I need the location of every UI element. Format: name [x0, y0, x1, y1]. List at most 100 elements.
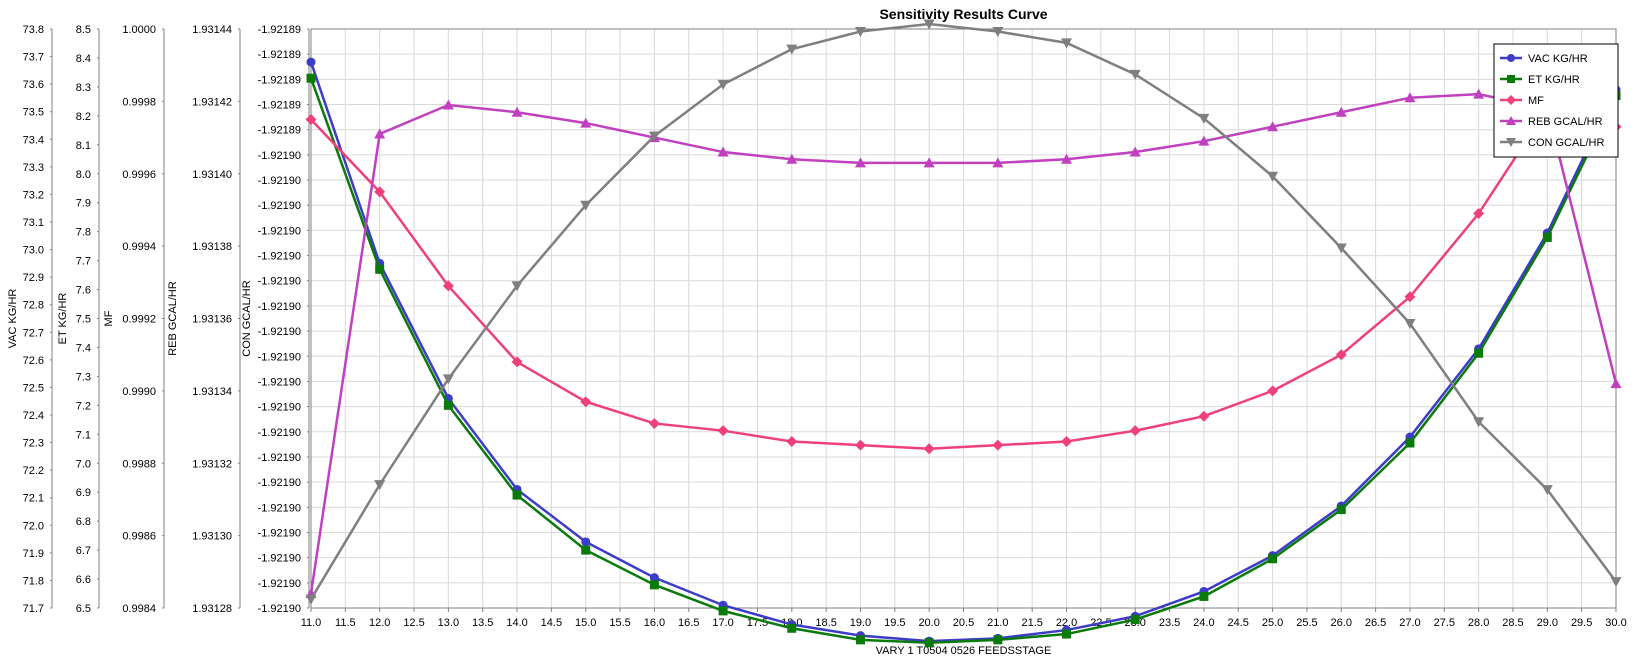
data-point [1061, 38, 1073, 49]
y-tick-label: 72.4 [23, 410, 44, 422]
y-tick-label: 1.93136 [192, 314, 232, 326]
y-axis-title: MF [103, 310, 115, 326]
y-tick-label: -1.92189 [258, 74, 301, 86]
data-point [306, 57, 316, 67]
legend-marker [1506, 95, 1516, 105]
x-tick-label: 25.5 [1296, 617, 1317, 629]
legend[interactable]: VAC KG/HR ET KG/HR MF REB GCAL/HR CON GCAL/H… [1493, 43, 1619, 158]
data-point [374, 186, 386, 198]
data-point [1199, 591, 1209, 601]
data-point [717, 146, 729, 157]
y-tick-label: 73.4 [23, 134, 44, 146]
legend-item-con-gcal-hr[interactable]: CON GCAL/HR [1500, 137, 1604, 149]
legend-item-reb-gcal-hr[interactable]: REB GCAL/HR [1500, 116, 1603, 128]
x-tick-label: 14.0 [506, 617, 527, 629]
data-point [374, 128, 386, 139]
data-point [581, 537, 591, 547]
y-tick-label: -1.92189 [258, 49, 301, 61]
data-point [306, 73, 316, 83]
data-point [1268, 554, 1278, 564]
data-point [992, 157, 1004, 168]
y-axis-title: CON GCAL/HR [241, 280, 253, 356]
legend-item-et-kg-hr[interactable]: ET KG/HR [1500, 74, 1580, 86]
series-et-kg-hr [306, 73, 1621, 648]
series-line [309, 77, 1618, 644]
y-tick-label: -1.92190 [258, 376, 301, 388]
legend-marker [1507, 75, 1515, 83]
y-tick-label: 6.8 [76, 516, 91, 528]
y-tick-label: -1.92190 [258, 452, 301, 464]
y-tick-label: -1.92190 [258, 175, 301, 187]
y-tick-label: 7.1 [76, 429, 91, 441]
legend-item-vac-kg-hr[interactable]: VAC KG/HR [1500, 53, 1588, 65]
y-tick-label: 7.5 [76, 314, 91, 326]
data-point [1061, 153, 1073, 164]
data-point [1336, 505, 1346, 515]
data-point [1473, 88, 1485, 99]
y-tick-label: 8.3 [76, 82, 91, 94]
y-tick-label: -1.92190 [258, 150, 301, 162]
data-point [1130, 615, 1140, 625]
data-point [1335, 243, 1347, 254]
data-point [1061, 436, 1073, 448]
y-tick-label: -1.92190 [258, 301, 301, 313]
data-point [1198, 113, 1210, 124]
data-point [1610, 378, 1622, 389]
y-tick-label: 71.7 [23, 603, 44, 615]
legend-label: REB GCAL/HR [1528, 116, 1603, 128]
data-point [854, 27, 866, 38]
data-point [305, 594, 317, 605]
data-point [993, 635, 1003, 645]
y-tick-label: -1.92189 [258, 24, 301, 36]
x-tick-label: 28.0 [1468, 617, 1489, 629]
y-tick-label: 73.6 [23, 79, 44, 91]
data-point [511, 281, 523, 292]
y-tick-label: -1.92190 [258, 427, 301, 439]
x-tick-label: 26.5 [1365, 617, 1386, 629]
y-tick-label: -1.92190 [258, 402, 301, 414]
y-tick-label: 73.0 [23, 245, 44, 257]
data-point [854, 157, 866, 168]
legend-marker [1506, 116, 1516, 125]
y-tick-label: 1.93134 [192, 386, 232, 398]
x-tick-label: 27.5 [1434, 617, 1455, 629]
legend-item-mf[interactable]: MF [1500, 95, 1544, 107]
y-tick-label: 0.9994 [122, 241, 156, 253]
data-point [923, 19, 935, 30]
x-tick-label: 19.5 [884, 617, 905, 629]
y-tick-label: 72.9 [23, 272, 44, 284]
data-point [992, 439, 1004, 451]
x-tick-label: 18.5 [815, 617, 836, 629]
y-tick-label: 7.7 [76, 256, 91, 268]
x-tick-label: 29.0 [1537, 617, 1558, 629]
y-tick-label: 73.7 [23, 52, 44, 64]
y-tick-label: 73.3 [23, 162, 44, 174]
x-tick-label: 13.0 [438, 617, 459, 629]
y-tick-label: 72.0 [23, 520, 44, 532]
y-tick-label: 72.3 [23, 438, 44, 450]
y-tick-label: 8.4 [76, 53, 91, 65]
x-tick-label: 21.5 [1021, 617, 1042, 629]
data-point [443, 400, 453, 410]
series-lines [305, 19, 1622, 648]
data-point [1404, 319, 1416, 330]
y-tick-label: 1.93138 [192, 241, 232, 253]
data-point [923, 443, 935, 455]
data-point [1198, 135, 1210, 146]
data-point [1404, 92, 1416, 103]
data-point [648, 131, 660, 142]
data-point [1404, 291, 1416, 303]
y-tick-label: -1.92190 [258, 276, 301, 288]
data-point [1335, 106, 1347, 117]
data-point [786, 436, 798, 448]
y-tick-label: 73.5 [23, 107, 44, 119]
y-tick-label: 1.93140 [192, 169, 232, 181]
y-tick-label: 7.9 [76, 198, 91, 210]
legend-marker [1507, 54, 1515, 62]
y-axes: 71.7 71.8 71.9 72.0 72.1 72.2 72.3 72.4 72.5 72.6… [7, 24, 310, 615]
series-line [309, 22, 1618, 600]
y-tick-label: 7.2 [76, 400, 91, 412]
y-tick-label: -1.92190 [258, 502, 301, 514]
x-tick-label: 17.0 [712, 617, 733, 629]
x-tick-label: 25.0 [1262, 617, 1283, 629]
